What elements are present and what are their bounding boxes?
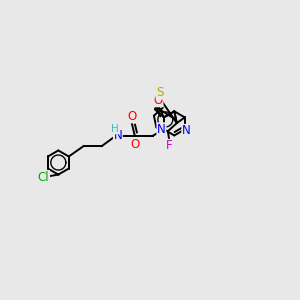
Text: O: O bbox=[127, 110, 136, 123]
Text: Cl: Cl bbox=[38, 171, 50, 184]
Text: S: S bbox=[156, 86, 164, 99]
Text: N: N bbox=[182, 124, 191, 137]
Text: O: O bbox=[154, 94, 163, 107]
Text: H: H bbox=[111, 124, 119, 134]
Text: N: N bbox=[157, 123, 166, 136]
Text: O: O bbox=[130, 138, 140, 151]
Text: F: F bbox=[166, 140, 173, 152]
Text: N: N bbox=[113, 129, 122, 142]
